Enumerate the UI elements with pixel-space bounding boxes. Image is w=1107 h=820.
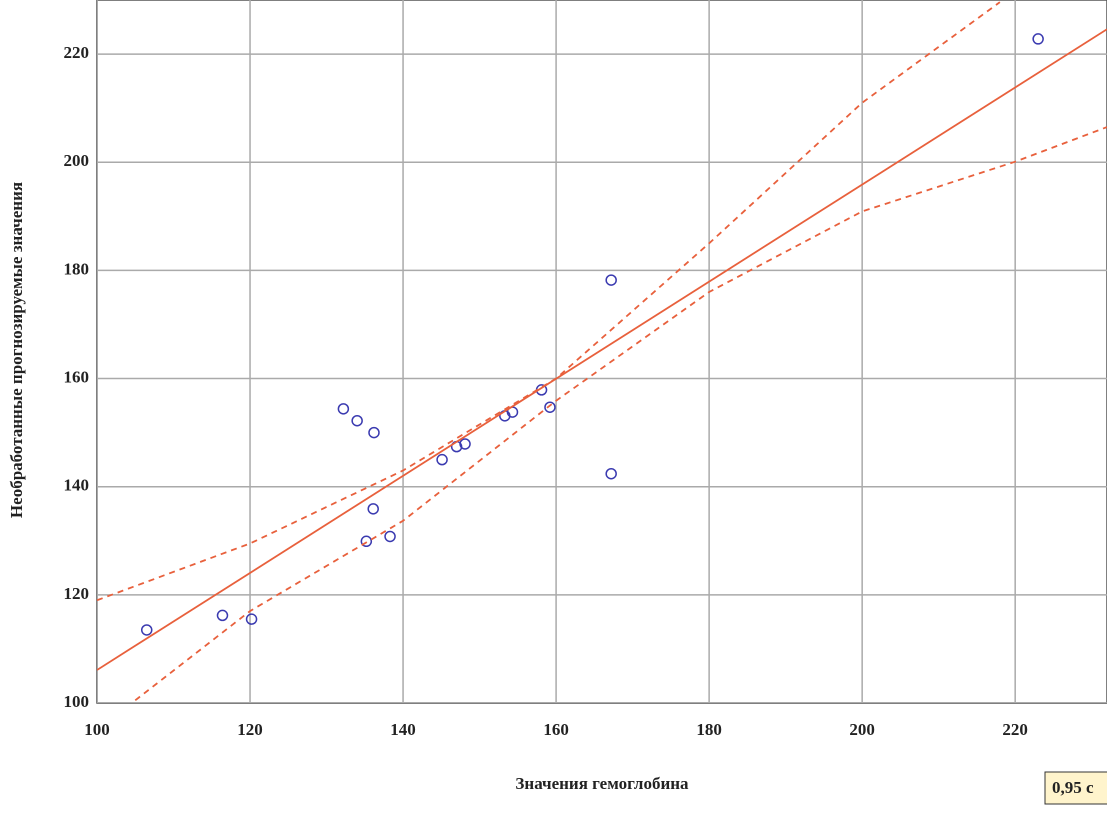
y-tick-label: 180	[64, 259, 90, 278]
y-tick-label: 200	[64, 151, 90, 170]
data-point	[368, 426, 380, 439]
data-point	[1032, 33, 1044, 45]
x-tick-label: 220	[1002, 720, 1028, 739]
x-tick-label: 200	[849, 720, 875, 739]
y-tick-label: 140	[64, 476, 90, 495]
data-point	[245, 613, 258, 625]
x-tick-label: 120	[237, 720, 263, 739]
confidence-band	[97, 1, 1001, 602]
y-axis-label: Необработанные прогнозируемые значения	[7, 182, 26, 518]
x-tick-label: 180	[696, 720, 722, 739]
data-point	[605, 467, 617, 480]
data-point	[544, 401, 556, 413]
data-point	[605, 274, 617, 286]
x-tick-label: 100	[84, 720, 110, 739]
regression-line	[97, 28, 1107, 671]
data-point	[459, 438, 471, 450]
data-point	[360, 535, 373, 548]
x-axis-label: Значения гемоглобина	[515, 774, 689, 793]
y-tick-label: 100	[64, 692, 90, 711]
legend-box	[1044, 771, 1107, 805]
y-tick-label: 220	[64, 43, 90, 62]
plot-area	[96, 0, 1107, 704]
x-tick-label: 140	[390, 720, 416, 739]
legend-text: 0,95 с	[1052, 778, 1094, 797]
x-tick-label: 160	[543, 720, 569, 739]
data-point	[140, 624, 153, 636]
y-tick-label: 160	[64, 367, 90, 386]
confidence-band	[134, 126, 1107, 702]
data-point	[337, 403, 350, 415]
data-point	[436, 453, 448, 466]
y-tick-label: 120	[64, 584, 90, 603]
data-point	[351, 414, 363, 427]
data-point	[367, 503, 379, 515]
plot-layer	[97, 0, 1107, 703]
data-point	[384, 530, 396, 543]
data-point	[216, 609, 229, 622]
